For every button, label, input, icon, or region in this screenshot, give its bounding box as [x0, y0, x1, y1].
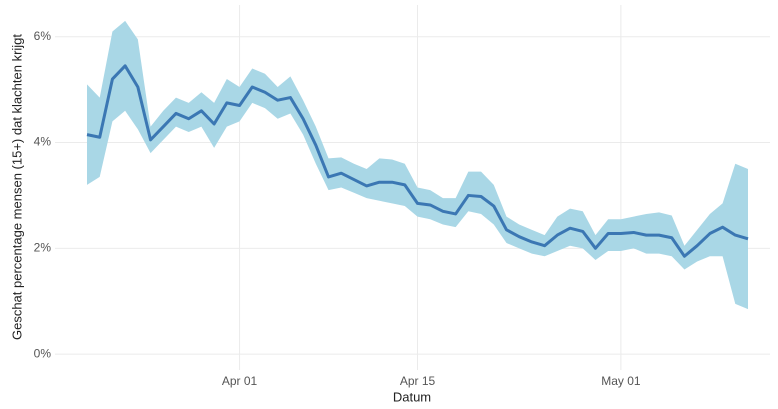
x-tick-label: Apr 15 [400, 374, 436, 388]
confidence-band [87, 20, 748, 310]
x-tick-label: Apr 01 [222, 374, 258, 388]
y-tick-label: 4% [34, 135, 52, 149]
x-tick-label: May 01 [601, 374, 641, 388]
line [86, 64, 749, 258]
x-axis-title: Datum [393, 389, 431, 404]
y-tick-label: 6% [34, 29, 52, 43]
y-tick-label: 2% [34, 241, 52, 255]
y-tick-label: 0% [34, 346, 52, 360]
y-axis-title: Geschat percentage mensen (15+) dat klac… [9, 34, 24, 340]
